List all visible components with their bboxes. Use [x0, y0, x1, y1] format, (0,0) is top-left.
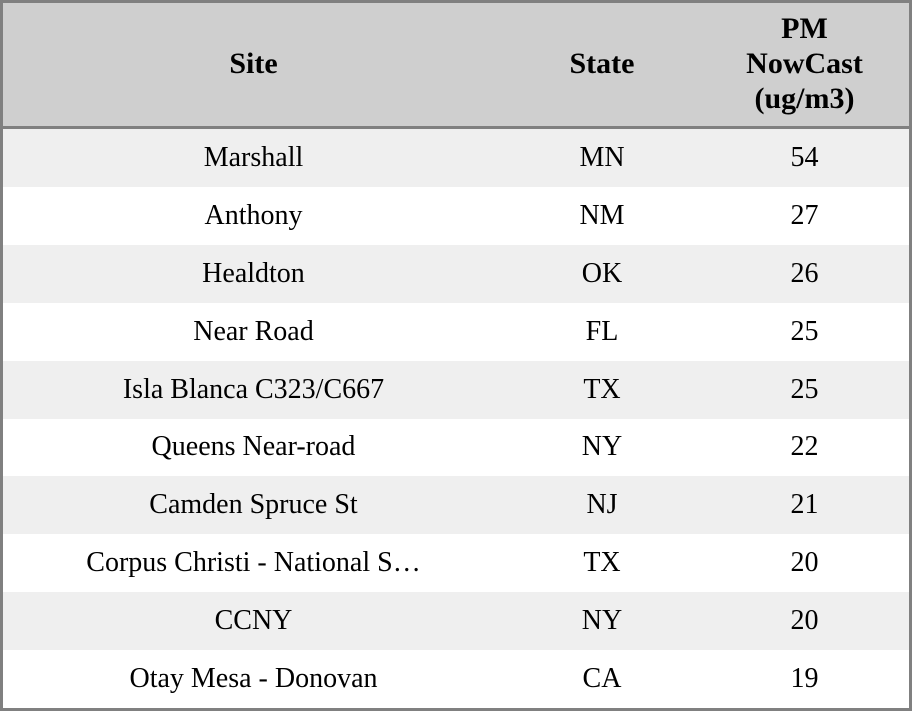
cell-state: FL — [585, 315, 619, 347]
table-row[interactable]: Marshall MN 54 — [3, 129, 909, 187]
cell-pm-nowcast: 54 — [790, 141, 819, 173]
column-header-pm-nowcast[interactable]: PM NowCast (ug/m3) — [700, 3, 909, 126]
cell-pm-nowcast: 26 — [790, 257, 819, 289]
cell-site: Near Road — [193, 315, 314, 347]
cell-site: Healdton — [202, 257, 305, 289]
cell-pm-nowcast: 22 — [790, 431, 819, 463]
cell-pm-nowcast: 21 — [790, 489, 819, 521]
cell-state: NJ — [586, 489, 618, 521]
column-header-state-label: State — [569, 47, 635, 81]
cell-pm-nowcast: 19 — [790, 663, 819, 695]
cell-site: Isla Blanca C323/C667 — [122, 373, 385, 405]
cell-pm-nowcast: 20 — [790, 605, 819, 637]
cell-state: CA — [582, 663, 622, 695]
table-row[interactable]: Queens Near-road NY 22 — [3, 418, 909, 477]
cell-site: Marshall — [203, 141, 304, 173]
cell-site: CCNY — [214, 605, 293, 637]
table-row[interactable]: Camden Spruce St NJ 21 — [3, 476, 909, 535]
cell-state: NM — [579, 199, 625, 231]
cell-state: NY — [581, 431, 623, 463]
table-body: Marshall MN 54 Anthony NM 27 Healdton OK… — [3, 129, 909, 709]
cell-site: Anthony — [204, 199, 303, 231]
cell-site: Otay Mesa - Donovan — [129, 663, 378, 695]
cell-pm-nowcast: 27 — [790, 199, 819, 231]
cell-state: OK — [581, 257, 623, 289]
column-header-site-label: Site — [229, 47, 278, 81]
column-header-pm-nowcast-line3: (ug/m3) — [754, 81, 855, 115]
table-row[interactable]: Near Road FL 25 — [3, 302, 909, 361]
column-header-pm-nowcast-line2: NowCast — [746, 47, 863, 81]
column-header-site[interactable]: Site — [3, 3, 504, 126]
table-row[interactable]: Otay Mesa - Donovan CA 19 — [3, 650, 909, 709]
table-row[interactable]: Corpus Christi - National S… TX 20 — [3, 534, 909, 593]
cell-pm-nowcast: 25 — [790, 315, 819, 347]
column-header-state[interactable]: State — [504, 3, 700, 126]
cell-state: TX — [583, 547, 621, 579]
cell-pm-nowcast: 25 — [790, 373, 819, 405]
table-row[interactable]: Isla Blanca C323/C667 TX 25 — [3, 360, 909, 419]
column-header-pm-nowcast-line1: PM — [781, 12, 828, 46]
cell-state: NY — [581, 605, 623, 637]
cell-site: Queens Near-road — [151, 431, 356, 463]
table-header-row: Site State PM NowCast (ug/m3) — [3, 3, 909, 129]
cell-state: TX — [583, 373, 621, 405]
table-row[interactable]: Anthony NM 27 — [3, 186, 909, 245]
cell-site: Camden Spruce St — [149, 489, 358, 521]
table-row[interactable]: CCNY NY 20 — [3, 592, 909, 651]
cell-state: MN — [579, 141, 625, 173]
table-row[interactable]: Healdton OK 26 — [3, 244, 909, 303]
cell-site: Corpus Christi - National S… — [86, 547, 421, 579]
cell-pm-nowcast: 20 — [790, 547, 819, 579]
